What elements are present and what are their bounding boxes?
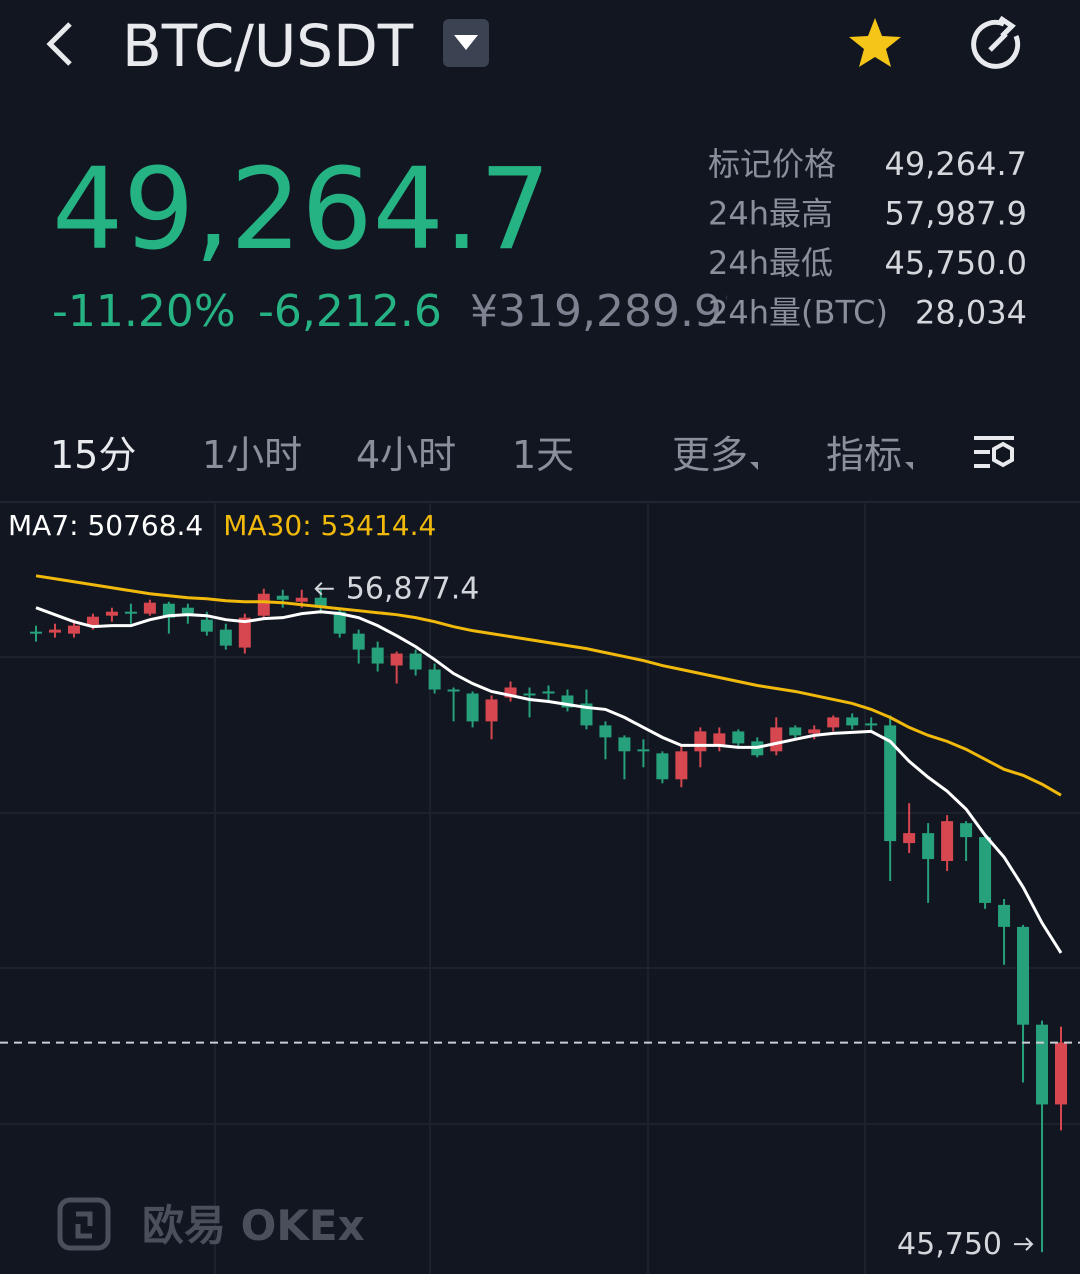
- timeframe-tab[interactable]: 15分: [50, 433, 136, 477]
- candle-body: [48, 629, 61, 633]
- stat-value: 49,264.7: [885, 145, 1028, 183]
- candle-body: [105, 611, 118, 616]
- candle-body: [865, 723, 878, 726]
- timeframe-tab[interactable]: 1天: [512, 433, 574, 477]
- stat-value: 28,034: [915, 294, 1027, 332]
- stat-label: 24h量(BTC): [708, 294, 888, 332]
- candle-body: [846, 717, 859, 726]
- candle-body: [542, 691, 555, 694]
- last-price: 49,264.7: [52, 145, 551, 275]
- candle-body: [200, 619, 213, 632]
- stat-label: 24h最高: [708, 195, 833, 233]
- max-arrow-head: [314, 582, 323, 596]
- candle-body: [30, 631, 42, 634]
- timeframe-tab[interactable]: 4小时: [356, 433, 456, 477]
- cny-price: ¥319,289.91: [470, 286, 750, 337]
- candle-body: [447, 689, 460, 692]
- candle-body: [333, 611, 346, 634]
- moving-average-line: [35, 606, 1063, 954]
- min-arrow-head: [1025, 1237, 1034, 1251]
- candle-body: [675, 751, 688, 780]
- candle-body: [238, 617, 251, 648]
- candle-body: [998, 904, 1011, 927]
- candle-body: [504, 687, 517, 698]
- stat-value: 45,750.0: [885, 244, 1028, 282]
- candle-body: [599, 725, 612, 738]
- candle-body: [219, 629, 232, 646]
- indicator-arrow: [905, 462, 913, 470]
- candle-body: [371, 647, 384, 664]
- pair-dropdown[interactable]: [443, 19, 489, 67]
- change-amount: -6,212.6: [258, 286, 442, 337]
- min-price-label: 45,750: [897, 1227, 1002, 1262]
- candle-body: [86, 616, 99, 626]
- candle-body: [276, 595, 289, 600]
- chart-settings-icon[interactable]: [974, 436, 1014, 468]
- candle-body: [466, 693, 479, 722]
- candle-body: [295, 597, 308, 602]
- candle-body: [485, 699, 498, 722]
- stat-label: 标记价格: [708, 145, 836, 183]
- refresh-button[interactable]: [971, 15, 1021, 69]
- candle-body: [827, 717, 840, 728]
- change-percent: -11.20%: [52, 286, 236, 337]
- stat-label: 24h最低: [708, 244, 833, 282]
- more-arrow: [750, 462, 758, 470]
- candle-body: [808, 729, 821, 734]
- timeframe-tab[interactable]: 指标: [826, 433, 902, 477]
- legend-entry: MA7: 50768.4: [8, 509, 203, 542]
- candle-body: [637, 749, 650, 752]
- max-price-label: 56,877.4: [346, 572, 480, 607]
- grid: [0, 502, 1080, 1274]
- candle-body: [903, 833, 916, 844]
- candle-body: [67, 625, 80, 634]
- legend-entry: MA30: 53414.4: [223, 509, 436, 542]
- pair-title[interactable]: BTC/USDT: [122, 12, 414, 80]
- candle-body: [770, 727, 783, 752]
- candle-body: [409, 653, 422, 670]
- timeframe-tab[interactable]: 1小时: [202, 433, 302, 477]
- candle-body: [960, 823, 973, 838]
- candle-body: [789, 727, 802, 736]
- candle-body: [561, 695, 574, 708]
- candle-body: [1017, 926, 1030, 1025]
- candle-body: [314, 597, 327, 608]
- candle-body: [428, 669, 441, 690]
- candle-body: [979, 837, 992, 903]
- candle-body: [618, 737, 631, 752]
- stat-value: 57,987.9: [885, 195, 1028, 233]
- candle-body: [390, 653, 403, 666]
- candle-body: [656, 753, 669, 780]
- candle-body: [732, 731, 745, 744]
- candle-body: [143, 602, 156, 614]
- candle-body: [352, 633, 365, 650]
- candle-body: [124, 611, 137, 614]
- candle-body: [694, 731, 707, 752]
- watermark-icon: [57, 1197, 111, 1251]
- candle-body: [922, 833, 935, 860]
- favorite-star[interactable]: [849, 18, 901, 67]
- candle-body: [181, 607, 194, 616]
- back-button[interactable]: [46, 22, 72, 66]
- candle-body: [713, 733, 726, 746]
- candle-body: [941, 821, 954, 862]
- candle-body: [884, 725, 897, 842]
- candle-body: [257, 593, 270, 616]
- candle-body: [1055, 1042, 1067, 1105]
- watermark: 欧易 OKEx: [142, 1201, 365, 1250]
- candle-body: [523, 693, 536, 696]
- timeframe-tab[interactable]: 更多: [672, 433, 748, 477]
- candle-body: [1036, 1024, 1049, 1105]
- moving-average-line: [35, 574, 1062, 797]
